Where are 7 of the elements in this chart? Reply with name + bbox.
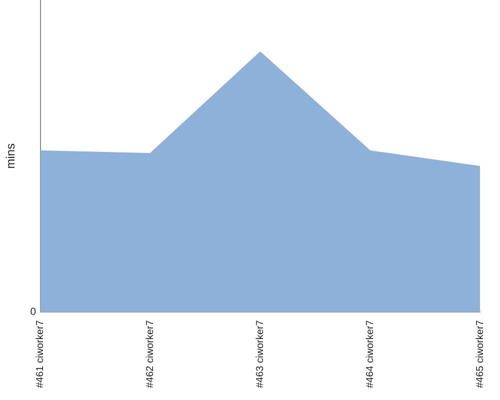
x-tick-label: #461 ciworker7: [35, 320, 46, 388]
x-tick-label: #463 ciworker7: [254, 320, 266, 388]
x-tick-label: #462 ciworker7: [145, 320, 156, 388]
text: 0: [30, 306, 36, 318]
y-axis-title: mins: [4, 143, 18, 169]
x-tick-label: #465 ciworker7: [474, 320, 486, 388]
x-tick-label: #464 ciworker7: [364, 320, 376, 388]
